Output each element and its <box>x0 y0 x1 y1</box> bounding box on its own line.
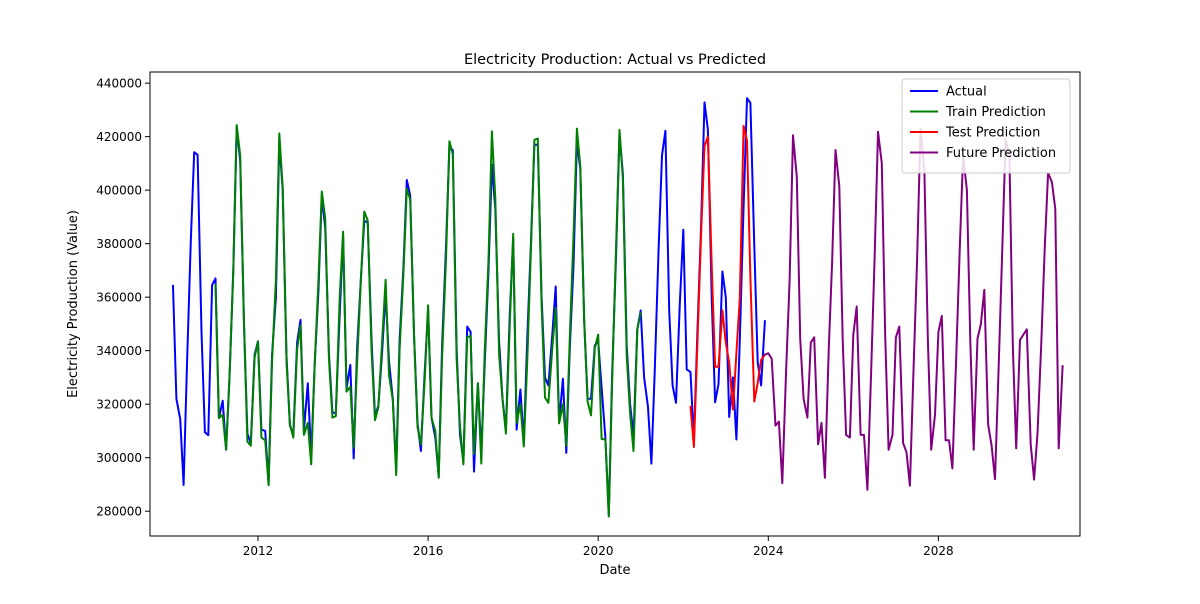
chart-title: Electricity Production: Actual vs Predic… <box>464 52 766 68</box>
series-line-future-prediction <box>763 127 1064 491</box>
series-line-train-prediction <box>214 124 642 518</box>
x-tick-label: 2024 <box>753 544 784 558</box>
series-layer <box>171 97 1064 518</box>
y-axis-label: Electricity Production (Value) <box>66 210 81 398</box>
y-tick-label: 420000 <box>96 130 142 144</box>
x-tick-label: 2028 <box>923 544 954 558</box>
x-tick-label: 2012 <box>243 544 274 558</box>
legend-label: Train Prediction <box>945 105 1046 120</box>
x-tick-label: 2016 <box>413 544 444 558</box>
x-axis-ticks: 2012 2016 2020 2024 2028 <box>243 536 954 558</box>
legend: Actual Train Prediction Test Prediction Fut… <box>901 78 1071 174</box>
y-tick-label: 440000 <box>96 77 142 91</box>
y-tick-label: 380000 <box>96 237 142 251</box>
y-tick-label: 300000 <box>96 451 142 465</box>
y-tick-label: 400000 <box>96 184 142 198</box>
x-axis-label: Date <box>599 563 630 578</box>
y-tick-label: 280000 <box>96 505 142 519</box>
x-tick-label: 2020 <box>583 544 614 558</box>
legend-label: Future Prediction <box>946 146 1056 161</box>
y-tick-label: 340000 <box>96 344 142 358</box>
plot-area-frame <box>149 71 1081 537</box>
y-axis-ticks: 280000 300000 320000 340000 360000 380000 4000… <box>96 77 150 519</box>
y-tick-label: 360000 <box>96 291 142 305</box>
legend-label: Test Prediction <box>945 126 1040 141</box>
y-tick-label: 320000 <box>96 398 142 412</box>
series-line-test-prediction <box>689 124 767 448</box>
legend-label: Actual <box>946 85 987 100</box>
legend-box <box>901 78 1071 174</box>
